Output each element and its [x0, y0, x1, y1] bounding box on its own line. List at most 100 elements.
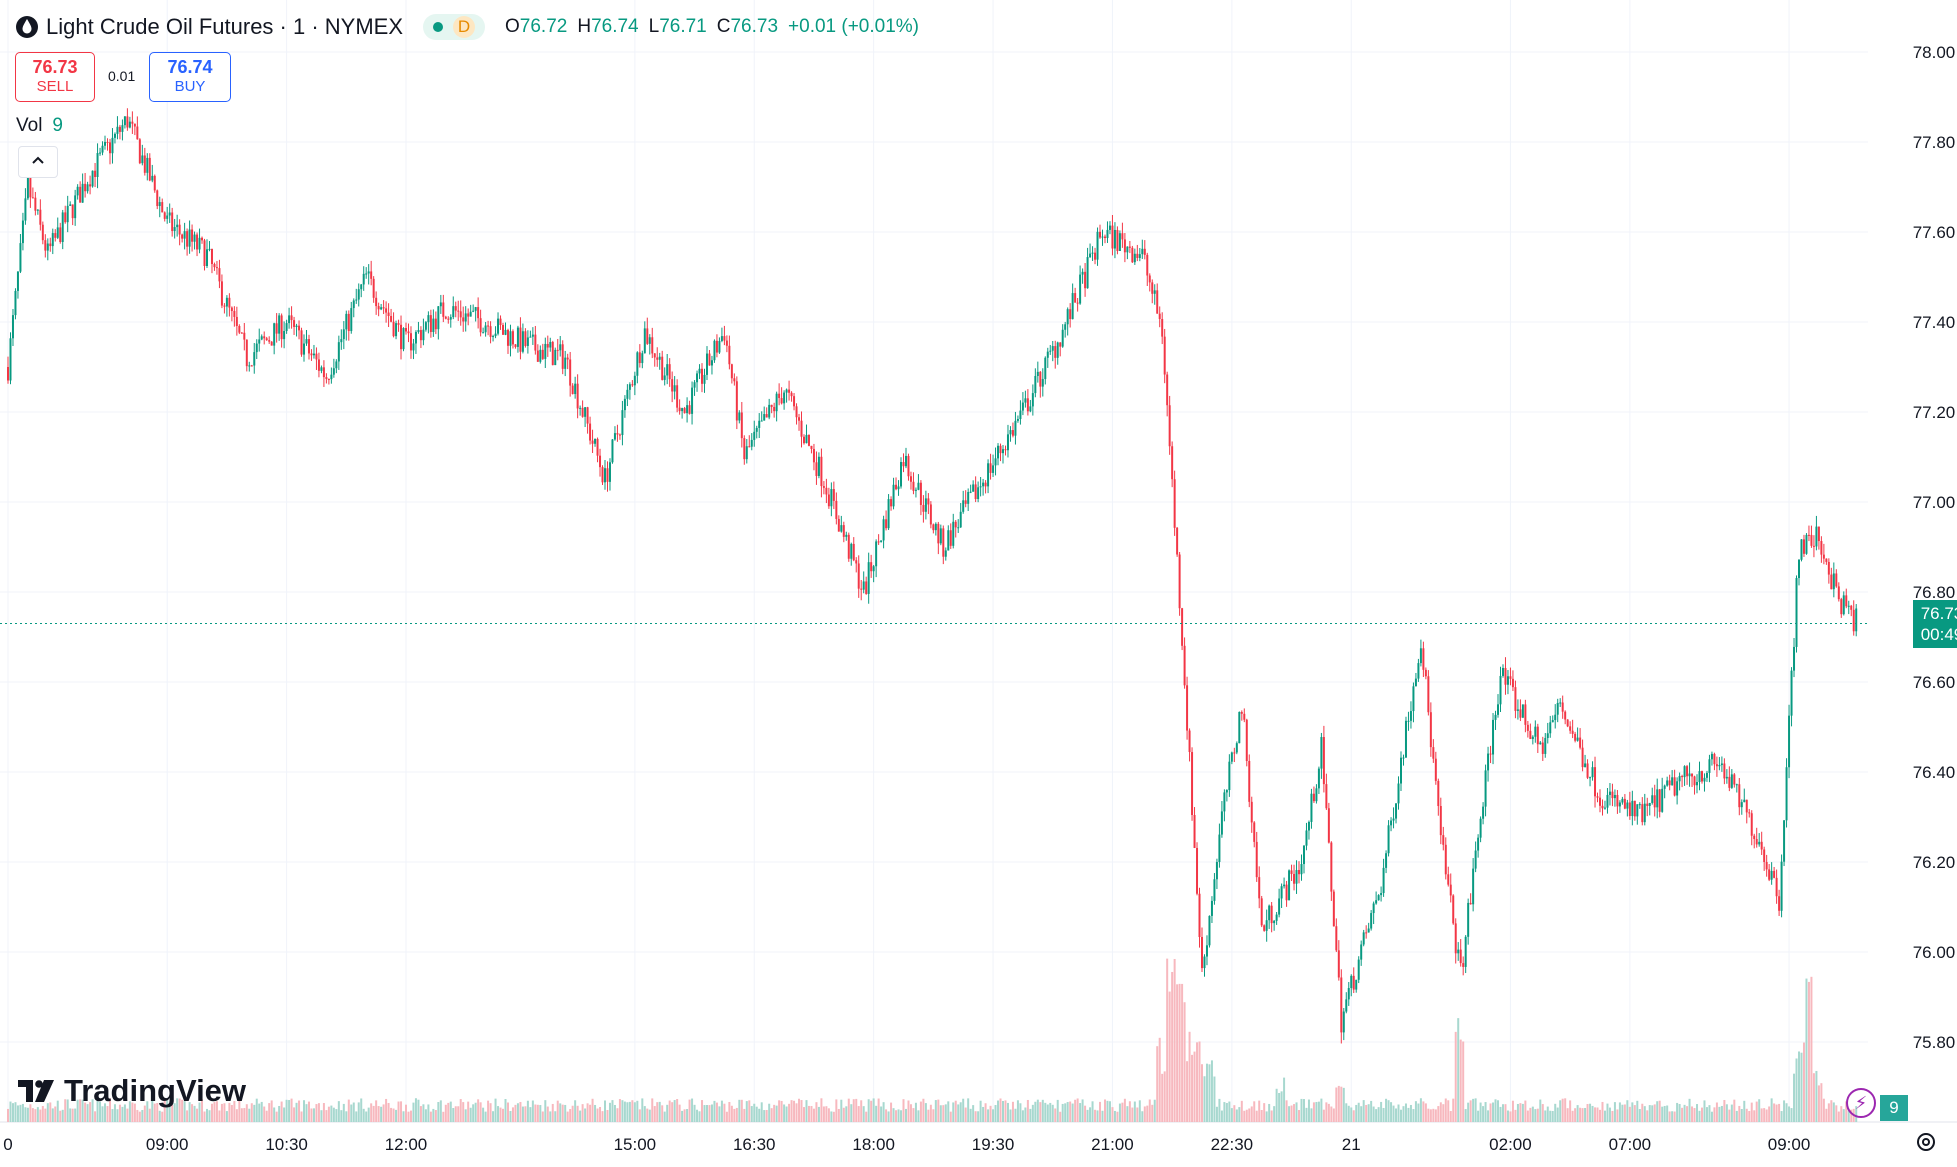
- volume-bar: [979, 1100, 982, 1122]
- candle-body: [19, 243, 22, 272]
- candle-body: [914, 489, 917, 491]
- volume-bar: [1847, 1110, 1850, 1122]
- volume-bar: [1002, 1100, 1004, 1122]
- volume-bar: [1094, 1109, 1097, 1122]
- candle-body: [845, 534, 848, 537]
- volume-bar: [235, 1109, 238, 1122]
- volume-bar: [1613, 1102, 1616, 1122]
- candle-body: [561, 344, 564, 369]
- volume-bar: [885, 1109, 888, 1122]
- candle-body: [1357, 959, 1360, 980]
- candle-body: [1666, 780, 1669, 786]
- candle-body: [492, 336, 495, 338]
- candle-body: [569, 359, 572, 386]
- ohlc-values: O76.72 H76.74 L76.71 C76.73 +0.01 (+0.01…: [505, 16, 920, 37]
- candle-body: [1407, 720, 1410, 722]
- volume-bar: [1504, 1104, 1507, 1122]
- candle-body: [715, 340, 718, 353]
- volume-bar: [34, 1109, 37, 1122]
- volume-bar: [432, 1108, 435, 1122]
- candle-body: [484, 325, 487, 333]
- volume-badge: 9: [1880, 1095, 1908, 1121]
- volume-bar: [1123, 1098, 1126, 1122]
- collapse-legend-button[interactable]: [18, 146, 58, 178]
- volume-bar: [1708, 1105, 1711, 1122]
- volume-bar: [29, 1104, 32, 1122]
- candle-body: [1215, 861, 1218, 880]
- volume-bar: [1126, 1106, 1129, 1122]
- volume-bar: [743, 1108, 746, 1122]
- candle-body: [1529, 730, 1532, 740]
- lightning-icon[interactable]: ⚡: [1846, 1088, 1876, 1118]
- candle-body: [183, 231, 186, 239]
- candle-body: [788, 389, 791, 393]
- tradingview-logo[interactable]: TradingView: [18, 1073, 246, 1109]
- candle-body: [1783, 820, 1786, 862]
- volume-bar: [1464, 1109, 1467, 1122]
- volume-bar: [1753, 1110, 1756, 1122]
- volume-bar: [1715, 1102, 1718, 1122]
- candle-body: [198, 237, 201, 250]
- volume-bar: [509, 1110, 512, 1122]
- volume-bar: [668, 1100, 671, 1122]
- candle-body: [1069, 309, 1072, 320]
- candle-body: [1397, 783, 1400, 804]
- x-tick-label: 22:30: [1211, 1135, 1254, 1154]
- candle-body: [1245, 719, 1248, 761]
- candle-body: [643, 328, 646, 354]
- volume-bar: [213, 1102, 216, 1122]
- candle-body: [1474, 850, 1477, 869]
- volume-bar: [1773, 1103, 1776, 1122]
- volume-bar: [683, 1109, 686, 1122]
- volume-bar: [1591, 1105, 1594, 1122]
- volume-bar: [1362, 1100, 1365, 1122]
- candle-body: [957, 527, 960, 529]
- volume-bar: [101, 1106, 104, 1122]
- x-tick-label: 19:30: [972, 1135, 1015, 1154]
- sell-button[interactable]: 76.73 SELL: [15, 52, 95, 102]
- bar-countdown: 00:49: [1920, 624, 1957, 644]
- candle-body: [479, 318, 482, 333]
- volume-bar: [569, 1109, 572, 1122]
- volume-bar: [969, 1108, 972, 1122]
- volume-bar: [760, 1102, 763, 1122]
- volume-bar: [1392, 1105, 1395, 1122]
- volume-bar: [479, 1102, 482, 1122]
- candle-body: [554, 349, 557, 366]
- settings-gear-icon[interactable]: [1914, 1130, 1938, 1154]
- volume-bar: [1265, 1111, 1268, 1122]
- volume-bar: [1621, 1104, 1624, 1122]
- candle-body: [524, 331, 527, 346]
- volume-bar: [982, 1106, 985, 1122]
- candle-body: [939, 528, 942, 544]
- candle-body: [1233, 752, 1236, 754]
- candle-body: [832, 489, 835, 501]
- candle-body: [1596, 796, 1599, 798]
- candle-body: [489, 326, 492, 337]
- volume-bar: [382, 1104, 385, 1122]
- candle-body: [693, 382, 696, 388]
- volume-bar: [1191, 1054, 1194, 1122]
- volume-legend[interactable]: Vol 9: [16, 115, 63, 136]
- market-status-pill[interactable]: D: [423, 14, 486, 40]
- volume-bar: [1330, 1106, 1333, 1122]
- volume-bar: [1581, 1108, 1584, 1122]
- buy-button[interactable]: 76.74 BUY: [149, 52, 231, 102]
- candle-body: [1603, 807, 1606, 809]
- candle-body: [1044, 357, 1047, 380]
- candle-body: [673, 385, 676, 392]
- volume-bar: [1775, 1104, 1778, 1122]
- symbol-title[interactable]: Light Crude Oil Futures · 1 · NYMEX: [46, 14, 404, 39]
- candle-body: [997, 445, 1000, 459]
- volume-bar: [768, 1103, 771, 1122]
- volume-bar: [1335, 1087, 1338, 1122]
- volume-bar: [288, 1100, 291, 1122]
- candle-body: [1168, 405, 1171, 447]
- volume-bar: [705, 1105, 708, 1122]
- candle-body: [1472, 868, 1475, 905]
- volume-bar: [482, 1107, 485, 1122]
- volume-bar: [69, 1108, 72, 1122]
- volume-bar: [1041, 1099, 1044, 1122]
- x-tick-label: 21:00: [1091, 1135, 1134, 1154]
